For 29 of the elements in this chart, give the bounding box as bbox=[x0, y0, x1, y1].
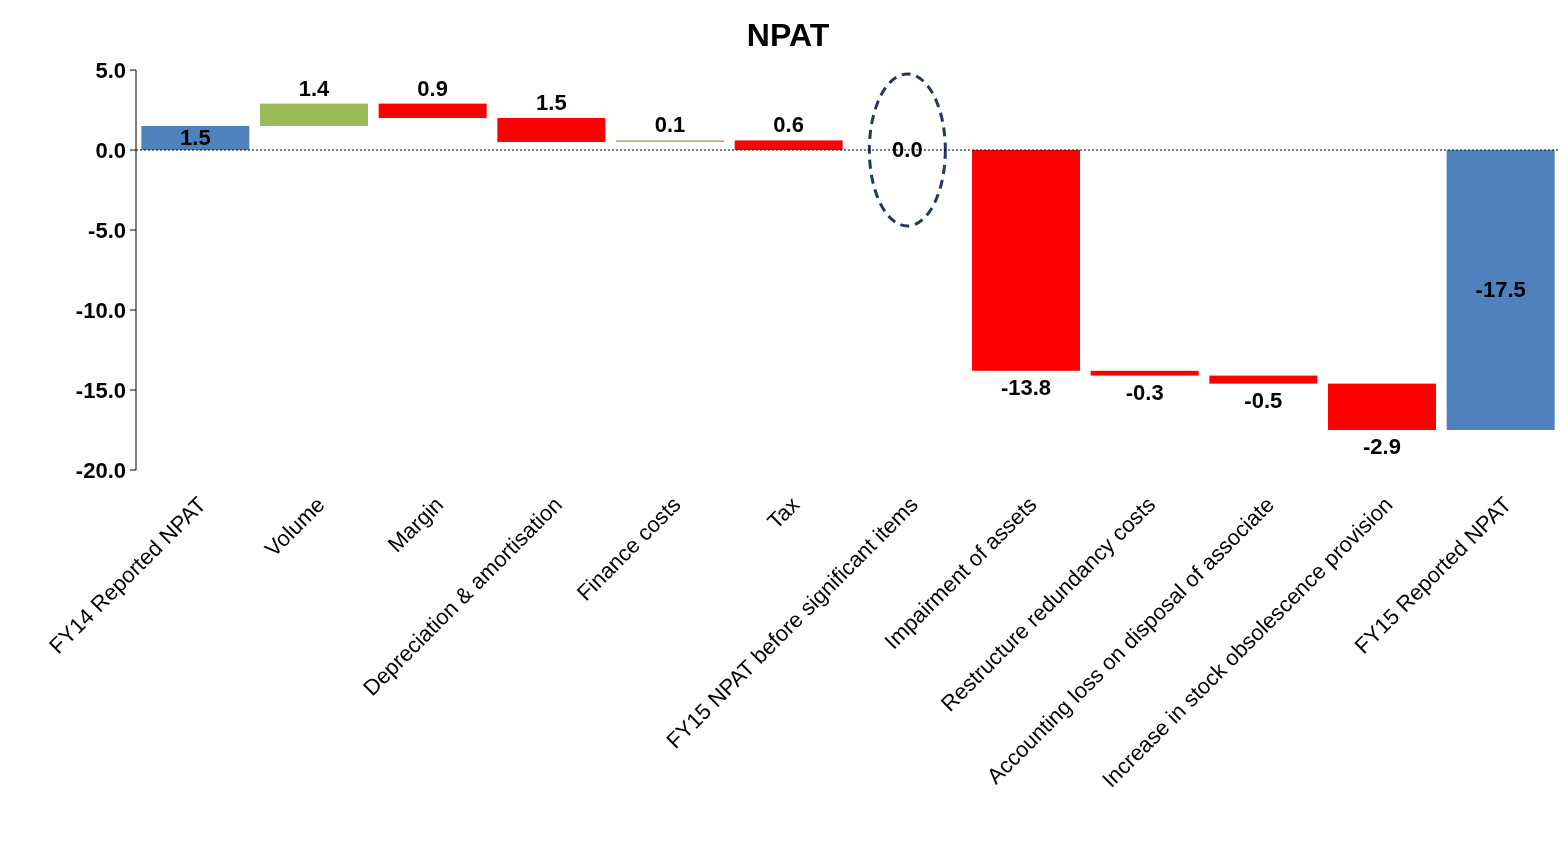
bar bbox=[497, 118, 606, 142]
data-label: 0.9 bbox=[417, 75, 448, 101]
y-tick-label: 0.0 bbox=[95, 138, 126, 163]
bar bbox=[260, 103, 368, 126]
data-label: 0.0 bbox=[892, 137, 923, 162]
data-label: -2.9 bbox=[1363, 434, 1401, 459]
data-label: 1.5 bbox=[536, 90, 567, 115]
y-tick-label: 5.0 bbox=[95, 58, 126, 83]
y-tick-label: -15.0 bbox=[75, 378, 126, 403]
bar bbox=[1090, 370, 1199, 376]
data-label: -13.8 bbox=[1000, 374, 1052, 400]
bar bbox=[1328, 383, 1436, 430]
y-tick-label: -10.0 bbox=[75, 298, 126, 323]
data-label: -17.5 bbox=[1475, 277, 1526, 302]
data-label: 0.1 bbox=[654, 112, 686, 138]
data-label: 1.5 bbox=[180, 125, 211, 150]
bar bbox=[734, 140, 843, 150]
bar bbox=[378, 103, 487, 118]
bar bbox=[1446, 150, 1555, 430]
y-tick-label: -20.0 bbox=[75, 458, 126, 483]
data-label: -0.3 bbox=[1125, 379, 1164, 405]
bar bbox=[972, 150, 1080, 371]
data-label: 0.6 bbox=[773, 112, 804, 138]
bar bbox=[1209, 375, 1318, 384]
data-label: -0.5 bbox=[1244, 387, 1283, 413]
x-tick-label: Tax bbox=[762, 491, 805, 534]
chart-title: NPAT bbox=[746, 17, 830, 53]
y-tick-label: -5.0 bbox=[88, 218, 126, 243]
data-label: 1.4 bbox=[298, 75, 331, 101]
